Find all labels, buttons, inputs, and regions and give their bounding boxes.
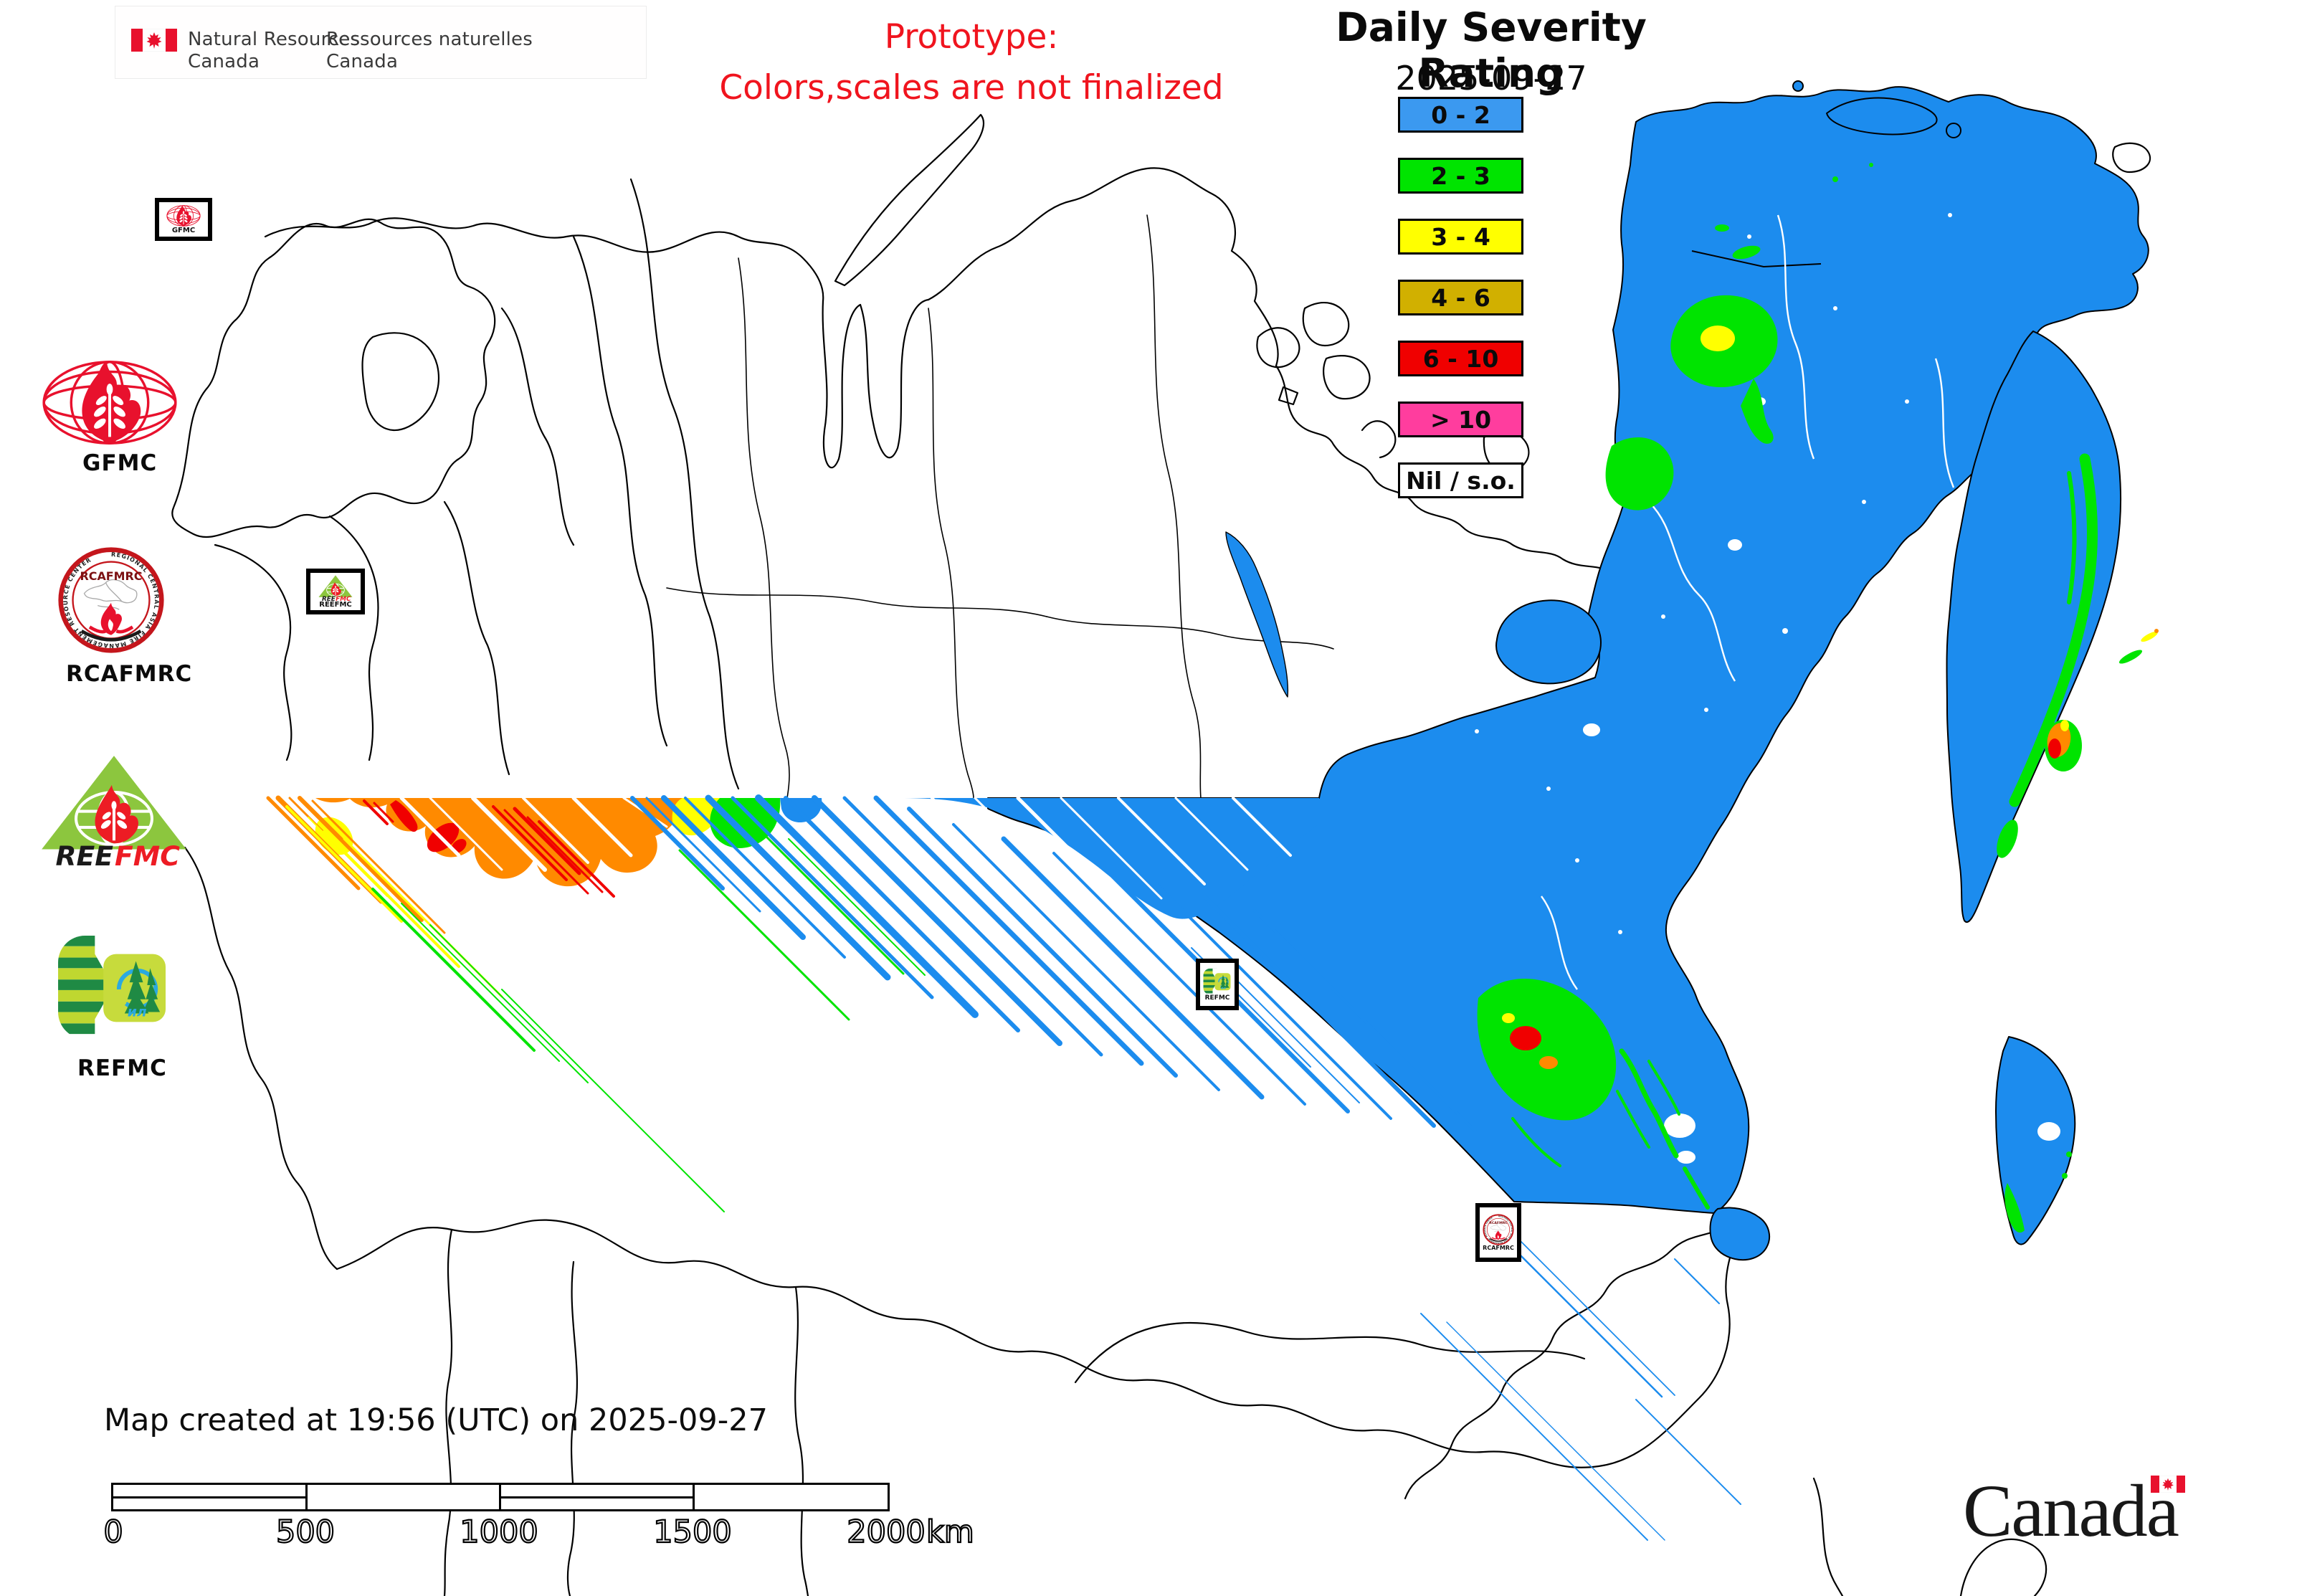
severity-blue-region xyxy=(987,80,2149,1261)
scale-divider-500 xyxy=(305,1485,308,1509)
scale-tick-0: 0 xyxy=(103,1514,124,1551)
band-red-streaks xyxy=(363,799,615,898)
rcafmrc-mini-icon xyxy=(1483,1214,1514,1245)
scale-half-line-3 xyxy=(499,1496,693,1498)
band-yellow-fill xyxy=(672,798,720,836)
prototype-notice-line2: Colors,scales are not finalized xyxy=(719,68,1224,108)
page-title: Daily Severity Rating xyxy=(1336,4,1647,96)
gfmc-logo xyxy=(39,357,180,448)
nrcan-signature-box xyxy=(115,6,647,79)
canada-wordmark-flag-icon xyxy=(2151,1476,2185,1493)
prototype-notice-line1: Prototype: xyxy=(884,17,1059,57)
legend-item-gt10: > 10 xyxy=(1398,402,1523,437)
canada-wordmark: Canada xyxy=(1963,1470,2179,1552)
scale-half-line-1 xyxy=(113,1496,305,1498)
rivers-in-blue xyxy=(1541,214,1955,990)
band-green-fill xyxy=(710,798,781,848)
legend-item-nil: Nil / s.o. xyxy=(1398,462,1523,498)
nrcan-title-en: Natural Resources Canada xyxy=(188,29,360,73)
reefmc-logo xyxy=(37,751,191,868)
legend-item-4-6: 4 - 6 xyxy=(1398,280,1523,315)
nrcan-fr-line1: Ressources naturelles xyxy=(326,29,533,50)
rcafmrc-mini-label: RCAFMRC xyxy=(1483,1245,1514,1251)
map-date: 2025-09-27 xyxy=(1395,59,1587,98)
map-marker-gfmc: GFMC xyxy=(155,198,212,241)
scale-tick-2000: 2000 xyxy=(846,1514,926,1551)
band-white-gaps xyxy=(399,796,668,872)
refmc-mini-icon xyxy=(1203,968,1232,995)
legend-label-3-4: 3 - 4 xyxy=(1431,222,1490,251)
legend-item-3-4: 3 - 4 xyxy=(1398,219,1523,255)
refmc-mini-label: REFMC xyxy=(1204,994,1230,1002)
severity-hot-spots-east xyxy=(1502,326,2159,1069)
nrcan-en-line2: Canada xyxy=(188,51,260,72)
region-outlines xyxy=(171,95,2151,1596)
blue-streaks xyxy=(630,794,1741,1541)
gfmc-label: GFMC xyxy=(82,450,158,476)
nrcan-en-line1: Natural Resources xyxy=(188,29,361,50)
scale-tick-500: 500 xyxy=(275,1514,336,1551)
legend-label-2-3: 2 - 3 xyxy=(1431,161,1490,190)
canada-flag-icon xyxy=(131,29,177,52)
legend-label-0-2: 0 - 2 xyxy=(1431,100,1490,129)
prototype-notice: Prototype: Colors,scales are not finaliz… xyxy=(642,11,1301,113)
gfmc-mini-icon xyxy=(165,204,202,227)
band-green-streaks xyxy=(371,809,926,1212)
reefmc-mini-label: REEFMC xyxy=(319,601,352,609)
nrcan-fr-line2: Canada xyxy=(326,51,399,72)
legend-label-nil: Nil / s.o. xyxy=(1406,466,1516,495)
rcafmrc-logo xyxy=(57,546,165,654)
scale-divider-1500 xyxy=(693,1485,695,1509)
legend-item-2-3: 2 - 3 xyxy=(1398,158,1523,194)
map-marker-rcafmrc: RCAFMRC xyxy=(1475,1203,1521,1262)
blue-streak-wedge xyxy=(898,798,1319,919)
refmc-logo xyxy=(57,934,170,1040)
scale-bar xyxy=(111,1483,890,1511)
map-marker-reefmc: REEFMC xyxy=(306,569,365,614)
wedge-white-gaps xyxy=(931,796,1292,901)
legend-item-6-10: 6 - 10 xyxy=(1398,341,1523,376)
legend-label-6-10: 6 - 10 xyxy=(1422,344,1499,373)
map-marker-refmc: REFMC xyxy=(1196,959,1239,1010)
refmc-label: REFMC xyxy=(77,1055,167,1081)
nrcan-title-fr: Ressources naturelles Canada xyxy=(326,29,533,73)
rcafmrc-label: RCAFMRC xyxy=(66,661,193,687)
scale-unit-km: km xyxy=(926,1514,975,1551)
gfmc-mini-label: GFMC xyxy=(171,227,196,234)
lakes-in-blue xyxy=(1475,213,2060,1164)
band-red-blob xyxy=(390,800,418,832)
green-dendrites xyxy=(1511,453,2098,1210)
scale-tick-1500: 1500 xyxy=(652,1514,733,1551)
legend-label-gt10: > 10 xyxy=(1430,405,1492,434)
severity-legend: 0 - 2 2 - 3 3 - 4 4 - 6 6 - 10 > 10 Nil … xyxy=(1398,97,1523,523)
map-created-text: Map created at 19:56 (UTC) on 2025-09-27 xyxy=(104,1402,768,1438)
legend-label-4-6: 4 - 6 xyxy=(1431,283,1490,312)
legend-item-0-2: 0 - 2 xyxy=(1398,97,1523,133)
border-in-blue xyxy=(1691,250,1822,268)
severity-band-west xyxy=(266,795,926,1212)
scale-tick-1000: 1000 xyxy=(459,1514,539,1551)
reefmc-mini-icon xyxy=(316,574,355,602)
